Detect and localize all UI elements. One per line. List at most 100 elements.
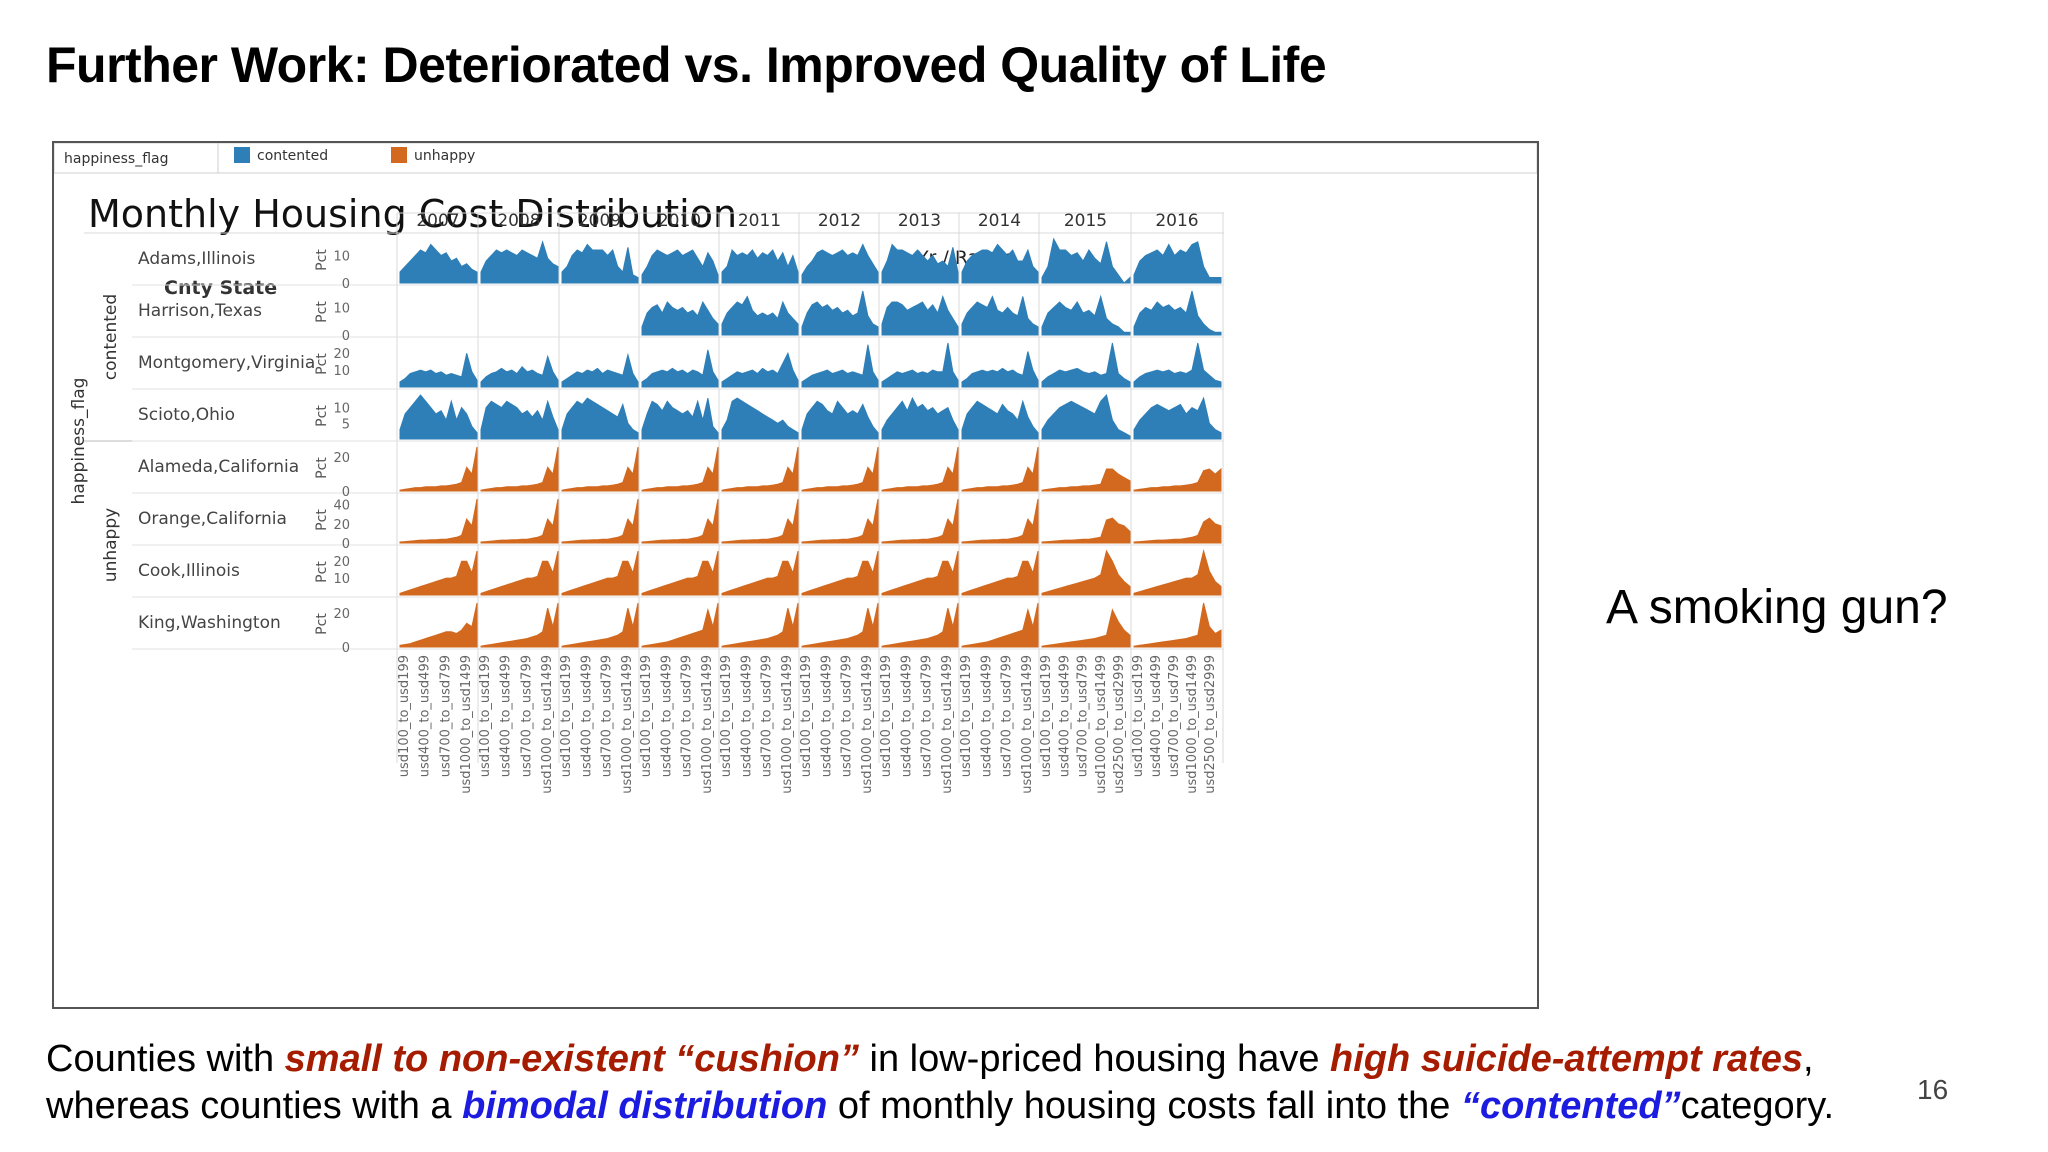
page-number: 16 xyxy=(1917,1074,1949,1105)
y-tick-label: 20 xyxy=(333,451,350,466)
side-note: A smoking gun? xyxy=(1606,581,1948,634)
area-alameda-california-2009 xyxy=(561,446,639,492)
area-montgomery-virginia-2016 xyxy=(1133,342,1222,388)
x-tick-label: usd2500_to_usd2999 xyxy=(1203,655,1218,794)
area-cook-illinois-2009 xyxy=(561,550,639,596)
x-tick-label: usd1000_to_usd1499 xyxy=(620,655,635,794)
caption-text: in low-priced housing have xyxy=(858,1038,1331,1080)
caption-text: whereas counties with a xyxy=(46,1085,463,1127)
x-tick-label: usd100_to_usd199 xyxy=(879,655,894,777)
area-alameda-california-2014 xyxy=(961,446,1039,492)
x-tick-label: usd400_to_usd499 xyxy=(899,655,914,777)
y-tick-label: 0 xyxy=(342,641,350,656)
area-king-washington-2012 xyxy=(801,602,879,648)
x-tick-label: usd100_to_usd199 xyxy=(478,655,493,777)
caption-line-1: Counties with small to non-existent “cus… xyxy=(46,1036,1906,1083)
area-adams-illinois-2009 xyxy=(561,243,639,284)
area-adams-illinois-2011 xyxy=(721,249,799,284)
x-tick-label: usd400_to_usd499 xyxy=(499,655,514,777)
area-king-washington-2014 xyxy=(961,602,1039,648)
x-tick-label: usd700_to_usd799 xyxy=(920,655,935,777)
area-montgomery-virginia-2013 xyxy=(881,342,959,388)
legend: happiness_flag contented unhappy xyxy=(54,143,1537,174)
legend-swatch[interactable] xyxy=(391,147,407,163)
group-label-unhappy: unhappy xyxy=(101,508,121,582)
legend-field: happiness_flag xyxy=(64,151,168,167)
area-scioto-ohio-2010 xyxy=(641,397,719,440)
area-scioto-ohio-2016 xyxy=(1133,396,1222,440)
area-cook-illinois-2010 xyxy=(641,550,719,596)
caption-text: , xyxy=(1803,1038,1814,1080)
area-harrison-texas-2016 xyxy=(1133,290,1222,336)
y-tick-label: 20 xyxy=(333,555,350,570)
caption: Counties with small to non-existent “cus… xyxy=(46,1036,1906,1130)
area-king-washington-2016 xyxy=(1133,602,1222,648)
caption-text: category. xyxy=(1680,1085,1835,1127)
y-tick-label: 0 xyxy=(342,277,350,292)
area-scioto-ohio-2008 xyxy=(480,399,559,440)
x-tick-label: usd400_to_usd499 xyxy=(819,655,834,777)
legend-swatch[interactable] xyxy=(234,147,250,163)
year-header-2013: 2013 xyxy=(898,211,941,231)
area-scioto-ohio-2009 xyxy=(561,397,639,440)
area-adams-illinois-2012 xyxy=(801,243,879,284)
area-montgomery-virginia-2007 xyxy=(399,353,478,388)
area-king-washington-2010 xyxy=(641,602,719,648)
legend-label[interactable]: unhappy xyxy=(414,148,475,164)
year-header-2008: 2008 xyxy=(497,211,540,231)
y-tick-label: 0 xyxy=(342,329,350,344)
area-cook-illinois-2016 xyxy=(1133,549,1222,596)
area-alameda-california-2007 xyxy=(399,446,478,492)
row-label: Scioto,Ohio xyxy=(138,405,235,425)
y-axis-label: Pct xyxy=(314,457,330,479)
row-label: Harrison,Texas xyxy=(138,301,262,321)
x-tick-labels: usd100_to_usd199 usd400_to_usd499 usd700_t… xyxy=(397,655,1218,794)
x-tick-label: usd400_to_usd499 xyxy=(739,655,754,777)
area-harrison-texas-2015 xyxy=(1041,294,1131,336)
area-montgomery-virginia-2015 xyxy=(1041,342,1131,388)
area-alameda-california-2012 xyxy=(801,446,879,492)
area-adams-illinois-2013 xyxy=(881,243,959,284)
x-tick-label: usd2500_to_usd2999 xyxy=(1112,655,1127,794)
x-tick-label: usd400_to_usd499 xyxy=(579,655,594,777)
area-montgomery-virginia-2010 xyxy=(641,349,719,388)
year-header-2010: 2010 xyxy=(658,211,701,231)
area-orange-california-2009 xyxy=(561,498,639,544)
area-scioto-ohio-2015 xyxy=(1041,393,1131,440)
area-orange-california-2013 xyxy=(881,498,959,544)
housing-cost-chart: happiness_flag contented unhappy Monthly H… xyxy=(54,143,1537,794)
year-header-2011: 2011 xyxy=(738,211,781,231)
area-harrison-texas-2013 xyxy=(881,294,959,336)
y-tick-label: 40 xyxy=(333,499,350,514)
area-scioto-ohio-2007 xyxy=(399,394,478,440)
area-scioto-ohio-2014 xyxy=(961,399,1039,440)
area-montgomery-virginia-2009 xyxy=(561,352,639,388)
area-adams-illinois-2015 xyxy=(1041,237,1131,284)
legend-label[interactable]: contented xyxy=(257,148,328,164)
year-header-2012: 2012 xyxy=(818,211,861,231)
x-tick-label: usd400_to_usd499 xyxy=(418,655,433,777)
y-tick-label: 10 xyxy=(333,572,350,587)
y-tick-label: 10 xyxy=(333,364,350,379)
y-tick-label: 20 xyxy=(333,347,350,362)
grid-lines xyxy=(84,212,1224,763)
row-group-title: happiness_flag xyxy=(69,378,89,505)
area-cook-illinois-2007 xyxy=(399,550,478,596)
area-cook-illinois-2012 xyxy=(801,550,879,596)
y-tick-label: 20 xyxy=(333,518,350,533)
area-orange-california-2014 xyxy=(961,498,1039,544)
year-header-2014: 2014 xyxy=(978,211,1021,231)
row-labels: happiness_flag contented unhappy Adams,Illi… xyxy=(69,249,350,656)
area-cook-illinois-2014 xyxy=(961,550,1039,596)
area-cook-illinois-2013 xyxy=(881,550,959,596)
area-adams-illinois-2008 xyxy=(480,240,559,284)
chart-frame: happiness_flag contented unhappy Monthly H… xyxy=(52,141,1539,1009)
x-tick-label: usd700_to_usd799 xyxy=(1167,655,1182,777)
x-tick-label: usd100_to_usd199 xyxy=(639,655,654,777)
row-label: Alameda,California xyxy=(138,457,299,477)
area-alameda-california-2013 xyxy=(881,446,959,492)
chart-title: Monthly Housing Cost Distribution xyxy=(88,192,737,236)
area-orange-california-2016 xyxy=(1133,517,1222,544)
area-montgomery-virginia-2014 xyxy=(961,351,1039,388)
area-montgomery-virginia-2012 xyxy=(801,344,879,388)
